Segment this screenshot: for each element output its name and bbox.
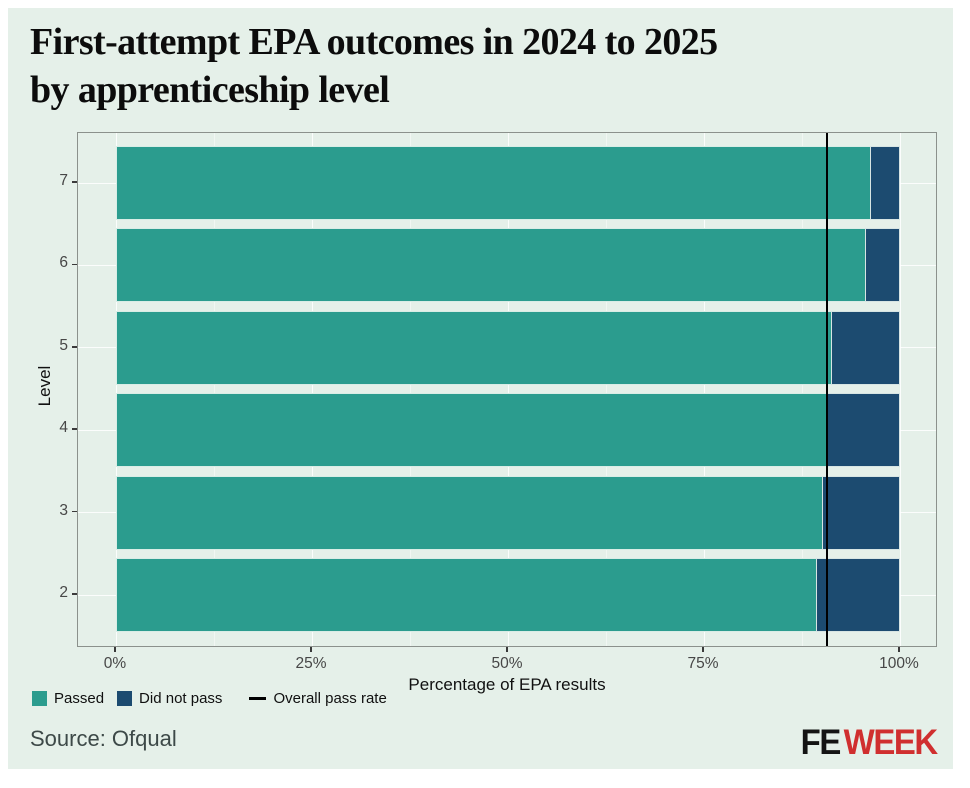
x-tick-mark: [702, 647, 704, 652]
y-tick-mark: [72, 510, 77, 513]
gridline-vertical-major: [507, 133, 509, 646]
y-axis-title: Level: [35, 365, 54, 407]
legend-label: Overall pass rate: [273, 690, 387, 707]
feweek-logo-fe: FE: [800, 723, 842, 762]
x-tick-mark: [310, 647, 312, 652]
bar-segment-passed-level-6: [115, 228, 866, 303]
y-tick-label-level-7: 7: [59, 172, 68, 189]
gridline-vertical-major: [899, 133, 901, 646]
x-tick-label-100: 100%: [879, 655, 919, 672]
y-tick-mark: [72, 346, 77, 348]
legend-label: Passed: [54, 690, 105, 707]
legend-label: Did not pass: [139, 690, 223, 707]
legend-item-overall-pass-rate: Overall pass rate: [249, 690, 387, 707]
y-tick-label-level-2: 2: [59, 584, 68, 601]
plot-panel: [77, 132, 937, 647]
legend-line-swatch: [249, 696, 267, 701]
x-tick-label-75: 75%: [687, 655, 719, 672]
feweek-logo: FE WEEK: [800, 723, 938, 763]
chart-title-line2: by apprenticeship level: [30, 69, 390, 111]
bar-segment-passed-level-5: [115, 310, 832, 385]
feweek-logo-week: WEEK: [843, 723, 938, 762]
legend-square-swatch: [32, 691, 47, 706]
x-tick-mark: [898, 647, 900, 652]
bar-segment-passed-level-4: [115, 393, 829, 468]
y-tick-mark: [72, 428, 77, 430]
bar-segment-did-not-pass-level-5: [830, 310, 901, 385]
gridline-vertical-major: [703, 133, 705, 646]
x-tick-label-50: 50%: [491, 655, 523, 672]
legend-square-swatch: [117, 691, 133, 706]
legend: Passed Did not pass Overall pass rate: [32, 690, 387, 707]
y-tick-label-level-4: 4: [59, 419, 68, 437]
y-tick-mark: [72, 181, 77, 183]
x-tick-label-0: 0%: [103, 655, 127, 672]
gridline-vertical-minor: [605, 133, 607, 646]
source-text: Source: Ofqual: [30, 726, 177, 751]
bar-segment-did-not-pass-level-4: [827, 393, 901, 468]
y-tick-label-level-5: 5: [59, 336, 68, 354]
legend-item-passed: Passed: [32, 690, 104, 707]
bar-segment-passed-level-2: [115, 558, 818, 632]
y-tick-label-level-6: 6: [59, 254, 68, 272]
bar-segment-did-not-pass-level-2: [816, 558, 901, 632]
bar-segment-did-not-pass-level-7: [869, 146, 901, 220]
bar-segment-passed-level-7: [115, 146, 871, 220]
gridline-vertical-major: [115, 133, 117, 646]
bar-segment-did-not-pass-level-3: [821, 475, 901, 550]
gridline-vertical-minor: [213, 133, 215, 646]
x-axis-title: Percentage of EPA results: [408, 675, 606, 694]
chart-title-line1: First-attempt EPA outcomes in 2024 to 20…: [30, 21, 718, 63]
gridline-vertical-minor: [801, 133, 803, 646]
y-tick-mark: [72, 593, 77, 595]
y-tick-label-level-3: 3: [59, 501, 68, 519]
bar-segment-did-not-pass-level-6: [865, 228, 901, 303]
chart-title: First-attempt EPA outcomes in 2024 to 20…: [30, 18, 920, 114]
chart-card: First-attempt EPA outcomes in 2024 to 20…: [8, 8, 953, 769]
x-tick-mark: [114, 647, 116, 652]
gridline-vertical-major: [311, 133, 313, 646]
gridline-vertical-minor: [409, 133, 411, 646]
legend-item-did-not-pass: Did not pass: [117, 690, 222, 707]
bar-segment-passed-level-3: [115, 475, 823, 550]
overall-pass-rate-line: [825, 133, 829, 646]
y-tick-mark: [72, 263, 77, 266]
x-tick-label-25: 25%: [295, 655, 327, 672]
x-tick-mark: [506, 647, 508, 652]
